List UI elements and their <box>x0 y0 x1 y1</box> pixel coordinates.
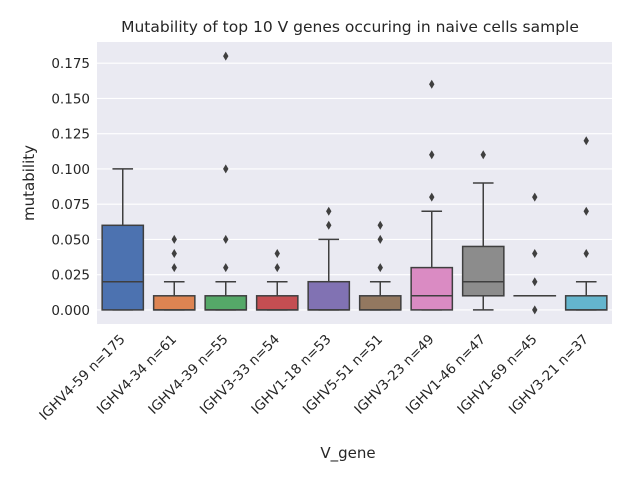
box-group <box>461 150 505 311</box>
chart-title: Mutability of top 10 V genes occuring in… <box>121 18 579 36</box>
y-tick-label: 0.150 <box>51 91 90 107</box>
outlier-point <box>274 263 280 273</box>
plot-background <box>97 42 612 324</box>
box-group <box>513 192 557 315</box>
x-axis-label: V_gene <box>320 444 375 463</box>
box <box>152 295 196 311</box>
outlier-point <box>223 234 229 244</box>
outlier-point <box>480 150 486 160</box>
y-tick-label: 0.100 <box>51 162 90 178</box>
box <box>307 280 351 311</box>
box <box>461 245 505 297</box>
x-tick-label: IGHV4-59 n=175 <box>36 332 128 424</box>
outlier-point <box>583 206 589 216</box>
box-group <box>152 234 196 311</box>
outlier-point <box>377 220 383 230</box>
box-group <box>410 79 454 311</box>
outlier-point <box>532 249 538 258</box>
box <box>255 295 299 311</box>
box-group <box>255 249 299 311</box>
box <box>358 295 402 311</box>
outlier-point <box>377 263 383 273</box>
outlier-point <box>583 136 589 146</box>
outlier-point <box>429 192 435 202</box>
box <box>204 295 248 311</box>
outlier-point <box>326 220 332 230</box>
outlier-point <box>223 164 229 174</box>
y-tick-label: 0.175 <box>51 56 90 72</box>
box-group <box>307 206 351 311</box>
outlier-point <box>171 263 177 273</box>
outlier-point <box>429 150 435 160</box>
y-axis-label: mutability <box>20 145 38 221</box>
outlier-point <box>583 249 589 258</box>
y-tick-layer: 0.000 0.025 0.050 0.075 0.100 0.125 0.150 0.175 <box>51 56 90 319</box>
box-group <box>564 136 608 311</box>
box <box>101 224 145 311</box>
outlier-point <box>326 206 332 216</box>
outlier-point <box>532 192 538 202</box>
box-group <box>204 51 248 311</box>
y-tick-label: 0.125 <box>51 127 90 143</box>
box-layer <box>101 51 608 315</box>
outlier-point <box>223 263 229 273</box>
y-tick-label: 0.075 <box>51 197 90 213</box>
box-group <box>358 220 402 311</box>
y-tick-label: 0.050 <box>51 232 90 248</box>
outlier-point <box>223 51 229 61</box>
outlier-point <box>274 249 280 258</box>
outlier-point <box>429 79 435 89</box>
box-group <box>101 168 145 311</box>
outlier-point <box>171 249 177 258</box>
outlier-point <box>377 234 383 244</box>
outlier-point <box>532 305 538 315</box>
box <box>410 266 454 311</box>
y-tick-label: 0.025 <box>51 268 90 284</box>
outlier-point <box>171 234 177 244</box>
box <box>564 295 608 311</box>
outlier-point <box>532 277 538 287</box>
y-tick-label: 0.000 <box>51 303 90 319</box>
